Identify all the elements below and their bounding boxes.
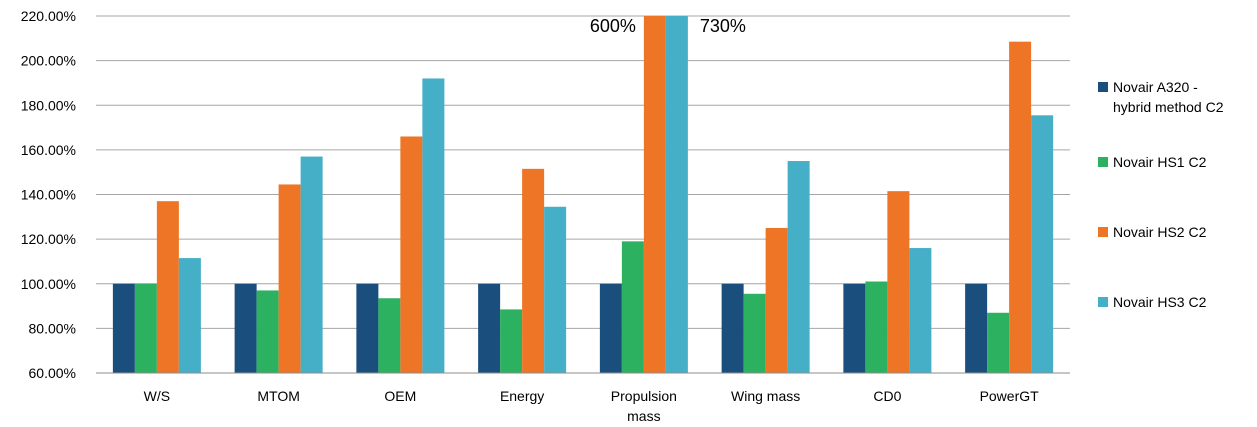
bar-energy-series-4: [544, 206, 567, 373]
bar-powergt-series-2: [987, 312, 1010, 373]
bar-w-s-series-1: [112, 283, 135, 373]
bar-wing-mass-series-1: [721, 283, 744, 373]
bar-propulsion-mass-series-4: [665, 16, 688, 373]
legend-swatch: [1098, 297, 1108, 307]
bar-w-s-series-3: [156, 201, 179, 373]
bar-oem-series-3: [400, 136, 423, 373]
y-tick-label: 120.00%: [21, 231, 76, 247]
bars: [112, 16, 1054, 374]
bar-cd0-series-2: [865, 281, 888, 373]
bar-propulsion-mass-series-1: [599, 283, 622, 373]
y-axis-tick-labels: 60.00% 80.00% 100.00% 120.00% 140.00% 160.00%…: [21, 8, 76, 381]
x-category-label: Wing mass: [731, 388, 800, 404]
legend-swatch: [1098, 227, 1108, 237]
legend: Novair A320 - hybrid method C2 Novair HS1 …: [1098, 79, 1224, 310]
y-tick-label: 180.00%: [21, 97, 76, 113]
bar-mtom-series-2: [256, 290, 279, 373]
y-tick-label: 60.00%: [29, 365, 76, 381]
bar-cd0-series-3: [887, 191, 910, 373]
x-axis-category-labels: W/S MTOM OEM Energy Propulsion mass Wing mass C…: [144, 388, 1039, 424]
y-tick-label: 220.00%: [21, 8, 76, 24]
bar-wing-mass-series-4: [787, 161, 810, 373]
bar-wing-mass-series-3: [765, 227, 788, 373]
bar-powergt-series-3: [1009, 41, 1032, 374]
x-category-label: W/S: [144, 388, 170, 404]
bar-w-s-series-2: [134, 283, 157, 373]
bar-oem-series-1: [356, 283, 379, 373]
legend-label: Novair A320 -: [1113, 79, 1198, 95]
x-category-label: Propulsion: [611, 388, 677, 404]
bar-powergt-series-1: [965, 283, 988, 373]
bar-energy-series-2: [500, 309, 523, 373]
annotation-hs3-propulsion: 730%: [700, 16, 746, 36]
bar-mtom-series-1: [234, 283, 257, 373]
bar-energy-series-3: [522, 168, 545, 373]
legend-label: Novair HS3 C2: [1113, 294, 1207, 310]
x-category-label: PowerGT: [980, 388, 1040, 404]
x-category-label: OEM: [384, 388, 416, 404]
y-tick-label: 160.00%: [21, 142, 76, 158]
legend-label: Novair HS1 C2: [1113, 154, 1207, 170]
y-tick-label: 80.00%: [29, 320, 76, 336]
annotations: 600% 730%: [590, 16, 746, 36]
x-category-label: MTOM: [257, 388, 300, 404]
bar-cd0-series-1: [843, 283, 866, 373]
legend-label: hybrid method C2: [1113, 99, 1224, 115]
legend-swatch: [1098, 82, 1108, 92]
legend-label: Novair HS2 C2: [1113, 224, 1207, 240]
x-category-label: mass: [627, 408, 660, 424]
x-category-label: CD0: [873, 388, 901, 404]
bar-oem-series-4: [422, 78, 445, 373]
gridlines: [96, 15, 1070, 329]
legend-swatch: [1098, 157, 1108, 167]
bar-w-s-series-4: [178, 258, 201, 373]
y-tick-label: 100.00%: [21, 276, 76, 292]
annotation-hs2-propulsion: 600%: [590, 16, 636, 36]
bar-propulsion-mass-series-3: [643, 16, 666, 373]
bar-powergt-series-4: [1031, 115, 1054, 374]
bar-oem-series-2: [378, 298, 401, 373]
bar-mtom-series-3: [278, 184, 301, 373]
y-tick-label: 200.00%: [21, 53, 76, 69]
bar-propulsion-mass-series-2: [621, 241, 644, 373]
bar-mtom-series-4: [300, 156, 323, 373]
x-category-label: Energy: [500, 388, 544, 404]
y-tick-label: 140.00%: [21, 187, 76, 203]
bar-energy-series-1: [478, 283, 501, 373]
bar-wing-mass-series-2: [743, 293, 766, 373]
bar-cd0-series-4: [909, 248, 932, 373]
